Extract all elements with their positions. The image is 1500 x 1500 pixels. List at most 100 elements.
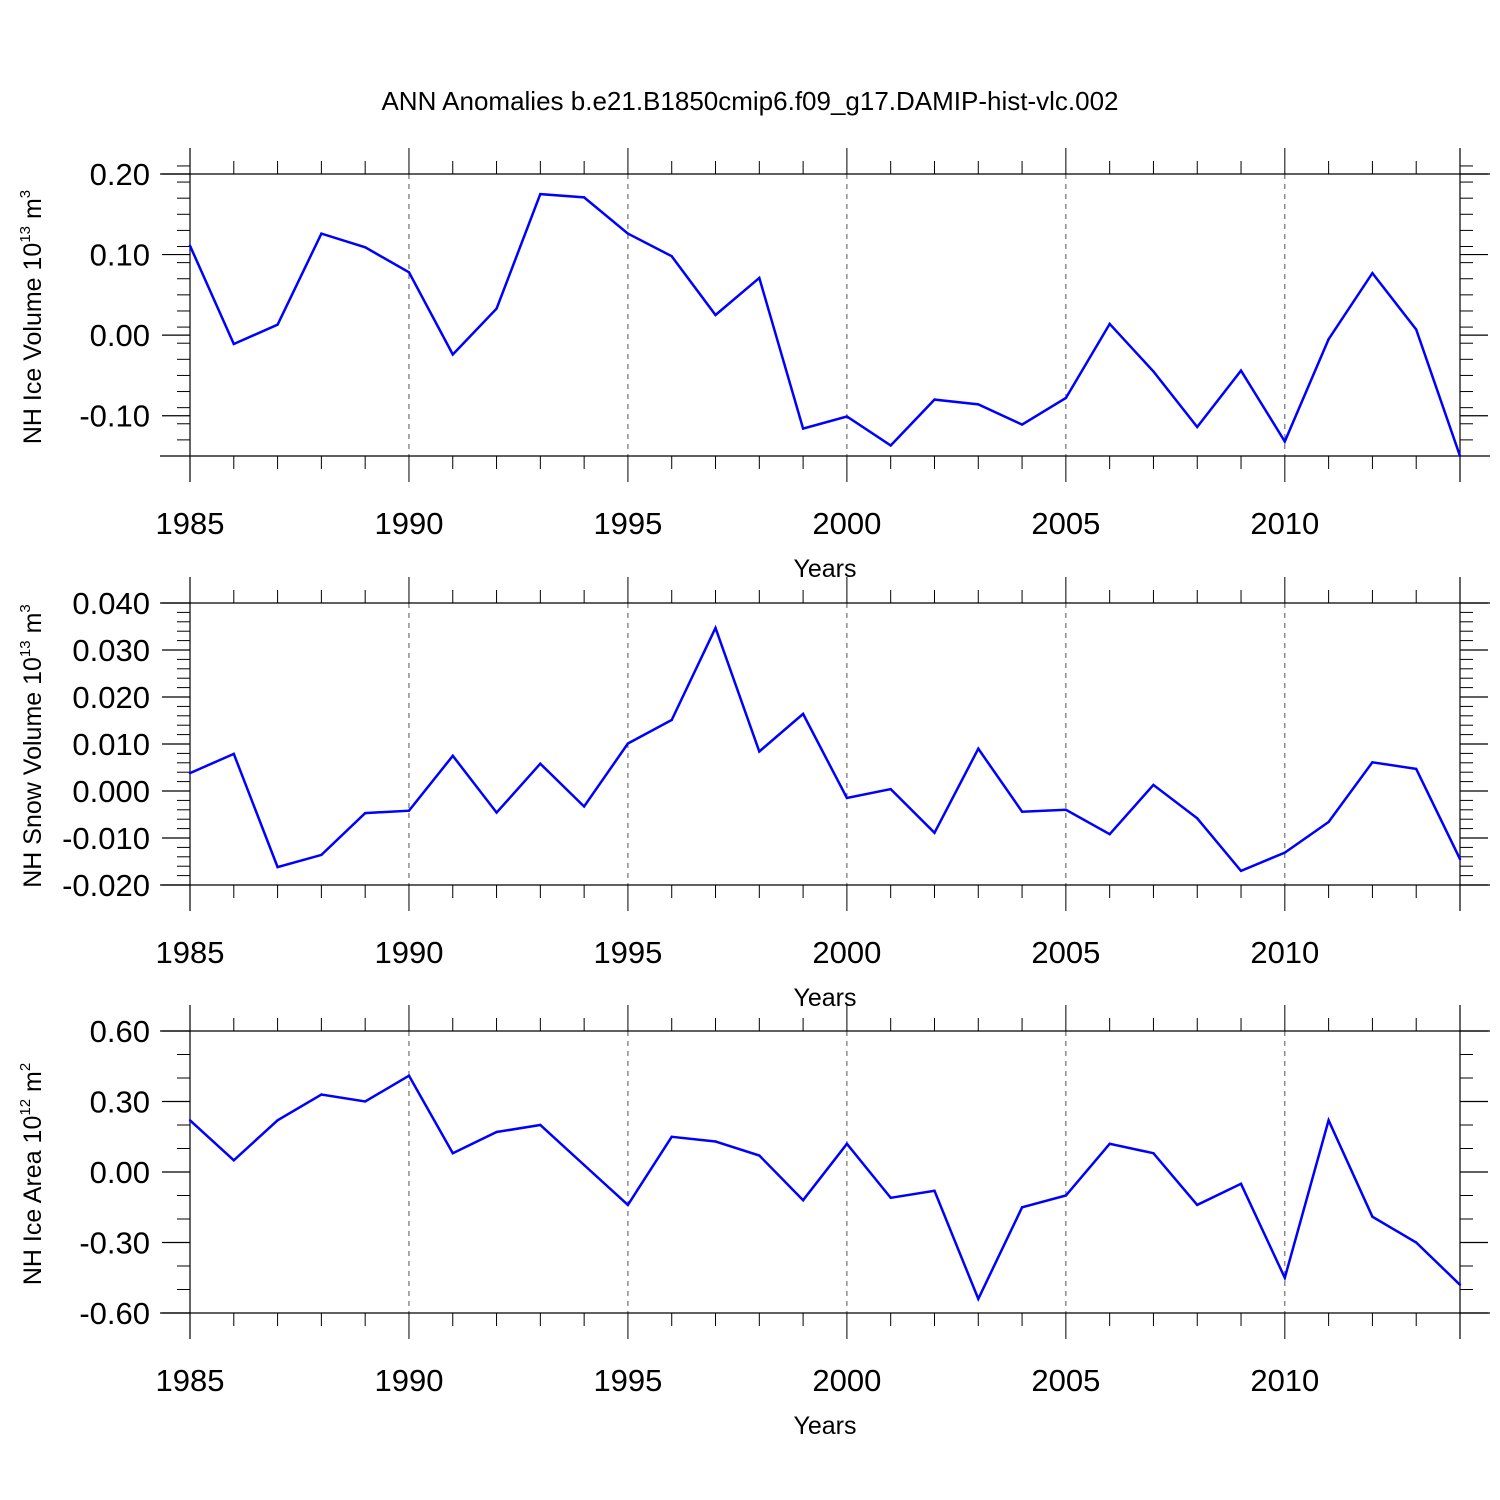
data-point — [1108, 322, 1111, 326]
x-tick-label: 1990 — [374, 1363, 443, 1398]
panel-2: 1985 1990 1995 2000 2005 2010 0.040 0.030 0.020 0… — [17, 577, 1490, 1012]
data-point — [1415, 1241, 1418, 1244]
data-point — [845, 415, 849, 418]
data-point — [845, 1142, 849, 1146]
data-point — [188, 771, 192, 775]
data-point — [1196, 817, 1199, 820]
x-tick-label: 2005 — [1031, 506, 1100, 541]
data-point — [1371, 1215, 1374, 1218]
series-line — [189, 1073, 1461, 1302]
data-point — [1020, 810, 1024, 813]
data-point — [451, 754, 454, 757]
series-line — [189, 624, 1462, 873]
data-point — [1371, 271, 1374, 275]
data-point — [276, 323, 279, 326]
data-point — [1327, 337, 1330, 341]
data-point — [232, 752, 235, 756]
data-point — [407, 1074, 411, 1077]
data-point — [714, 313, 717, 317]
data-point — [495, 1130, 498, 1134]
data-point — [758, 750, 761, 753]
data-point — [670, 254, 673, 258]
data-point — [1108, 833, 1111, 836]
data-point — [320, 1093, 323, 1096]
data-point — [889, 444, 892, 447]
y-tick-label: 0.60 — [90, 1014, 150, 1049]
data-point — [714, 626, 717, 630]
data-point — [801, 712, 805, 716]
data-point — [539, 1123, 542, 1127]
data-point — [1415, 328, 1418, 331]
y-tick-label: -0.010 — [62, 821, 150, 856]
y-tick-label: -0.30 — [79, 1226, 150, 1261]
y-tick-label: 0.20 — [90, 157, 150, 192]
x-tick-label: 2010 — [1250, 935, 1319, 970]
data-point — [1152, 370, 1155, 373]
data-point — [451, 1152, 454, 1155]
data-point — [1020, 423, 1024, 426]
data-point — [626, 742, 630, 745]
data-point — [495, 307, 498, 310]
x-tick-label: 1985 — [156, 935, 225, 970]
data-point — [801, 1199, 805, 1202]
y-axis-label: NH Ice Volume 1013 m3 — [17, 190, 47, 444]
data-point — [407, 809, 411, 812]
x-axis-label: Years — [793, 1412, 856, 1440]
y-tick-label: -0.60 — [79, 1296, 150, 1331]
data-point — [670, 718, 673, 722]
y-tick-label: 0.040 — [72, 586, 150, 621]
y-tick-label: 0.000 — [72, 774, 150, 809]
x-tick-label: 2010 — [1250, 1363, 1319, 1398]
y-axis-label: NH Snow Volume 1013 m3 — [17, 604, 47, 888]
data-point — [495, 811, 498, 814]
y-tick-label: 0.10 — [90, 238, 150, 273]
data-point — [582, 805, 586, 808]
data-point — [1064, 808, 1068, 811]
y-axis-label: NH Ice Area 1012 m2 — [17, 1063, 47, 1285]
data-point — [1327, 1119, 1330, 1122]
data-point — [714, 1140, 717, 1143]
y-tick-label: -0.10 — [79, 399, 150, 434]
data-point — [889, 1196, 892, 1200]
x-tick-label: 1990 — [374, 935, 443, 970]
data-point — [1108, 1142, 1111, 1146]
x-tick-label: 1995 — [593, 935, 662, 970]
data-point — [1458, 454, 1462, 458]
data-point — [845, 796, 849, 800]
y-tick-label: -0.020 — [62, 868, 150, 903]
data-point — [1020, 1206, 1024, 1209]
data-point — [363, 246, 367, 249]
data-point — [539, 192, 542, 196]
x-tick-label: 2000 — [812, 935, 881, 970]
data-point — [1196, 1203, 1199, 1207]
data-point — [1283, 851, 1287, 854]
data-point — [320, 853, 323, 857]
data-point — [977, 747, 980, 750]
x-axis-label: Years — [793, 555, 856, 583]
data-point — [188, 1119, 192, 1122]
data-point — [276, 1119, 279, 1122]
data-point — [1064, 1194, 1068, 1197]
y-tick-label: 0.00 — [90, 318, 150, 353]
data-point — [626, 232, 630, 235]
data-point — [1415, 767, 1418, 771]
data-point — [758, 1154, 761, 1157]
data-point — [276, 865, 279, 869]
data-point — [977, 403, 980, 406]
data-point — [363, 811, 367, 815]
data-point — [1458, 1283, 1462, 1287]
x-tick-label: 2000 — [812, 1363, 881, 1398]
x-tick-label: 1990 — [374, 506, 443, 541]
data-point — [320, 232, 323, 235]
y-tick-label: 0.010 — [72, 727, 150, 762]
data-point — [1152, 1152, 1155, 1155]
data-point — [758, 276, 761, 280]
data-point — [582, 1163, 586, 1167]
data-point — [232, 342, 235, 346]
data-point — [232, 1159, 235, 1162]
data-point — [188, 244, 192, 247]
data-point — [363, 1100, 367, 1103]
data-point — [582, 196, 586, 199]
x-tick-label: 2010 — [1250, 506, 1319, 541]
